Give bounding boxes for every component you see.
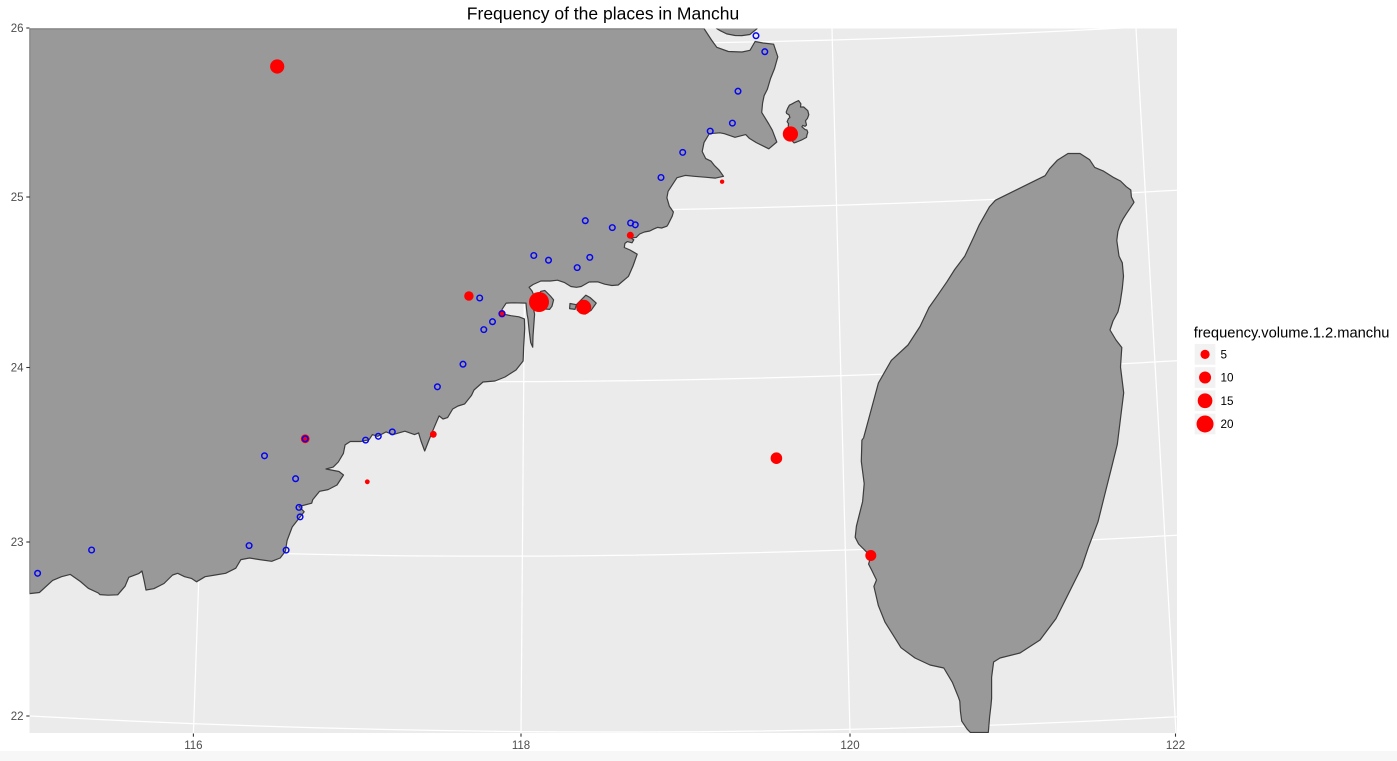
svg-text:24: 24: [11, 363, 24, 375]
svg-text:23: 23: [11, 537, 24, 549]
svg-text:118: 118: [512, 740, 530, 752]
svg-text:Frequency of the places in Man: Frequency of the places in Manchu: [467, 4, 739, 24]
svg-text:5: 5: [1221, 348, 1228, 361]
svg-text:20: 20: [1221, 418, 1235, 431]
svg-text:25: 25: [11, 192, 24, 204]
svg-text:26: 26: [11, 23, 24, 35]
svg-text:15: 15: [1221, 395, 1235, 408]
svg-text:22: 22: [11, 711, 24, 723]
svg-text:122: 122: [1166, 740, 1185, 752]
svg-text:120: 120: [840, 740, 859, 752]
svg-text:116: 116: [184, 740, 202, 752]
svg-text:10: 10: [1221, 372, 1235, 385]
svg-text:frequency.volume.1.2.manchu: frequency.volume.1.2.manchu: [1194, 326, 1390, 342]
